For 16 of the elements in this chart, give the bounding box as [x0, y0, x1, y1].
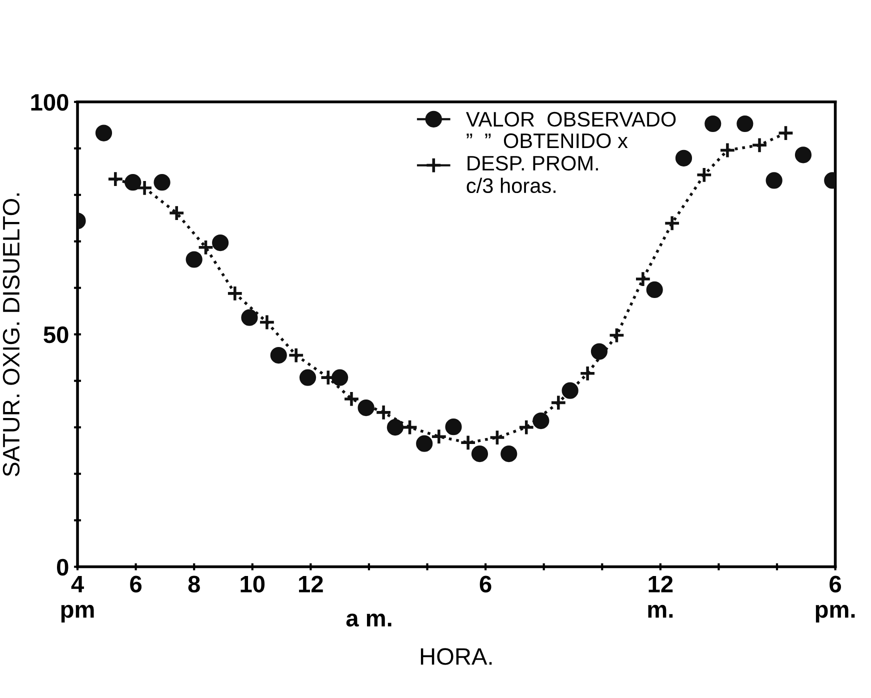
y-axis-title: SATUR. OXIG. DISUELTO. — [2, 193, 20, 476]
legend-label: ” ” OBTENIDO x DESP. PROM. c/3 horas. — [466, 133, 628, 194]
y-tick-label: 100 — [31, 94, 68, 111]
x-tick-label: 6 — [130, 576, 142, 592]
x-tick-label: 6 pm. — [816, 576, 855, 623]
x-tick-label: 4 pm — [61, 576, 94, 623]
x-tick-label: 10 — [240, 576, 265, 592]
y-tick-label: 50 — [44, 326, 68, 344]
x-tick-label: 6 — [480, 576, 492, 592]
x-tick-label: 8 — [188, 576, 200, 592]
x-tick-label: 12 m. — [648, 576, 673, 618]
text: a m. — [346, 614, 392, 627]
x-axis-title: HORA. — [420, 648, 492, 665]
x-tick-label: 12 — [299, 576, 323, 592]
legend-label: VALOR OBSERVADO — [466, 112, 676, 127]
y-tick-label: 0 — [56, 558, 68, 576]
